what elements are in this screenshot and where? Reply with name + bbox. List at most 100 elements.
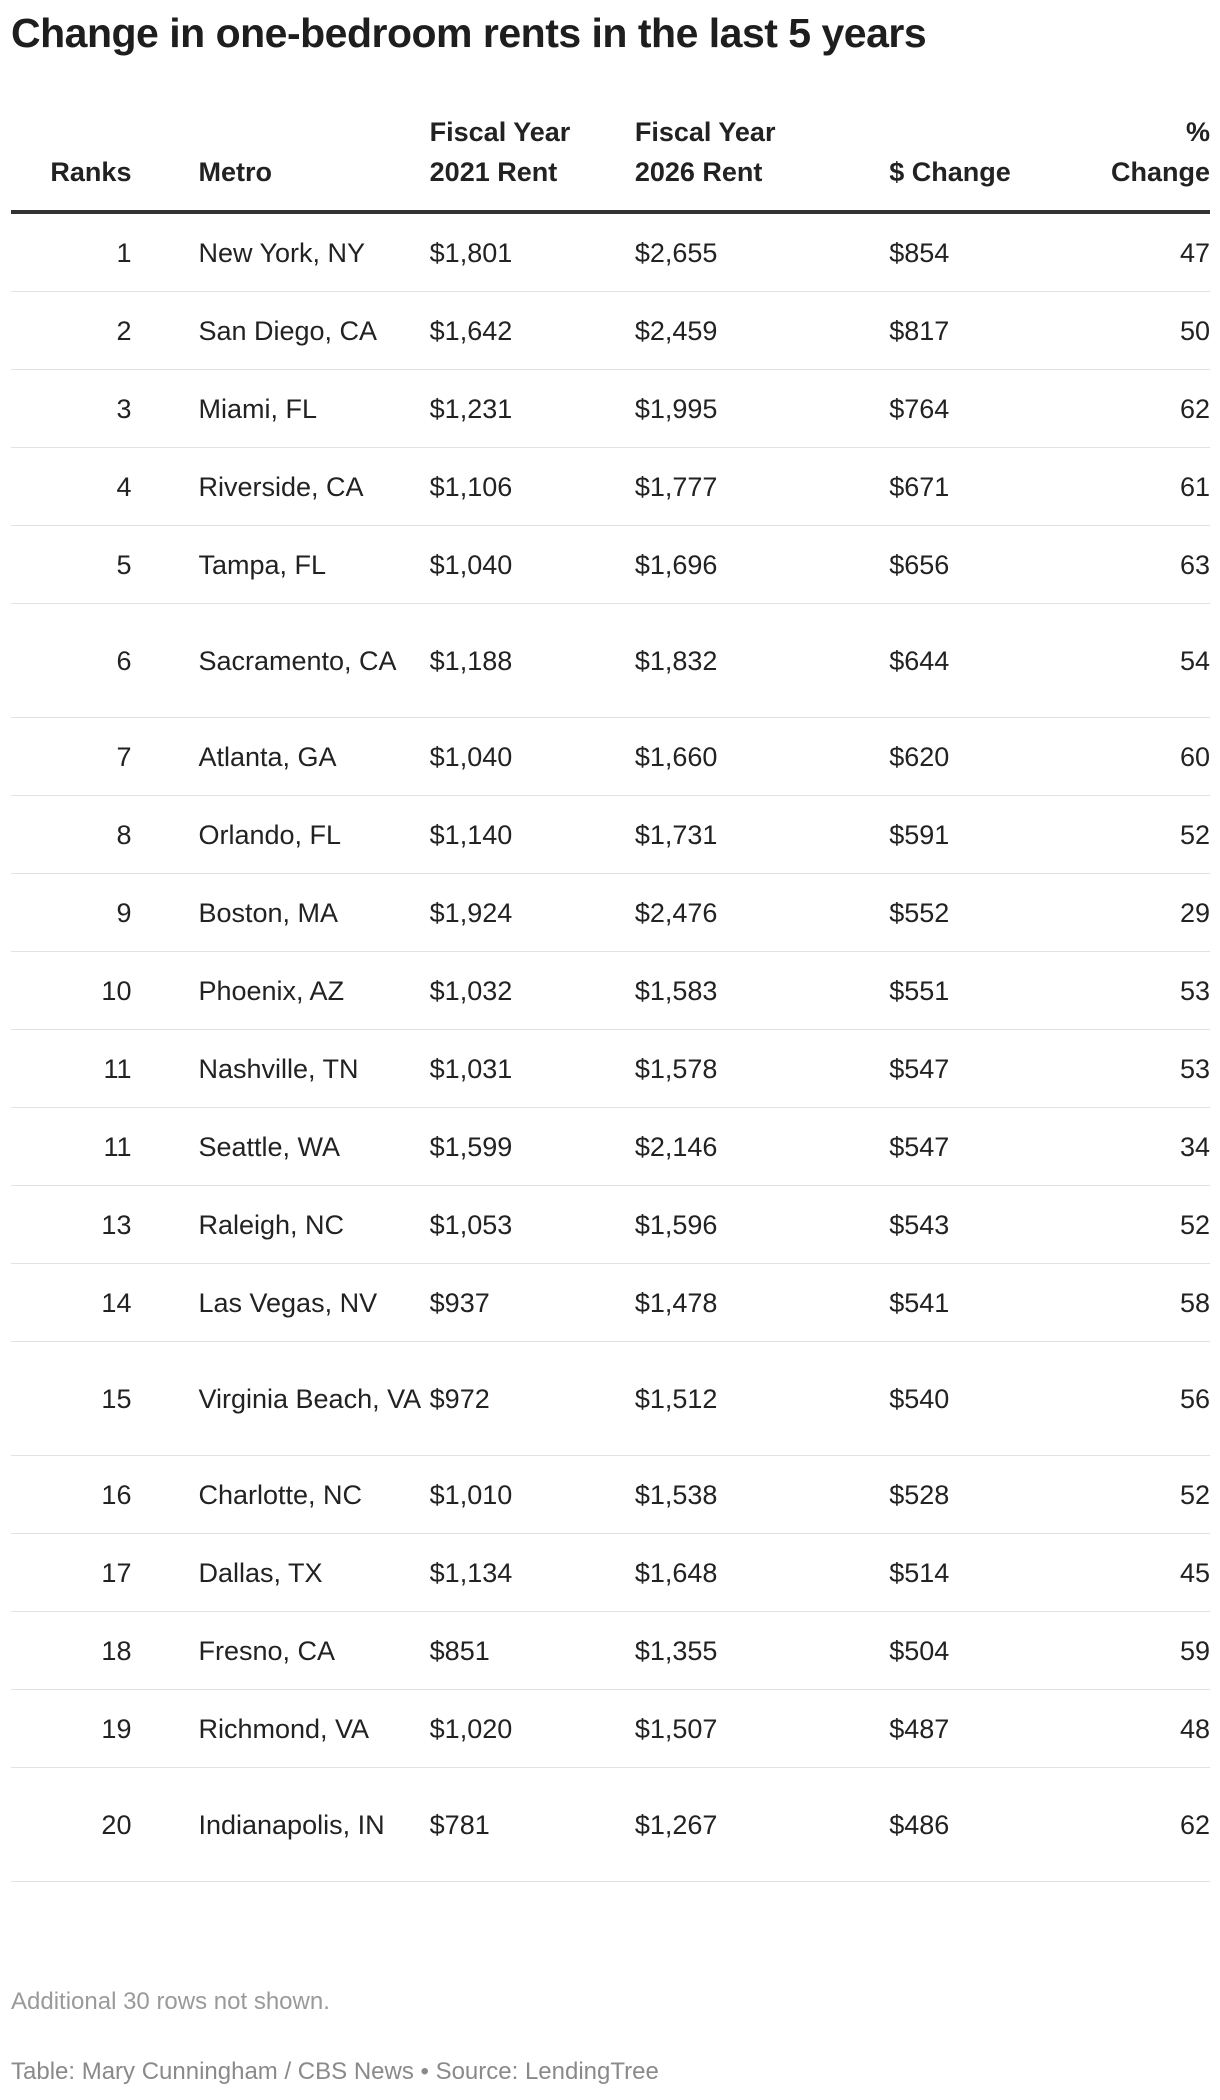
pct-change-cell: 54 — [1050, 603, 1210, 718]
rank-cell: 2 — [11, 291, 132, 370]
table-row: 2 San Diego, CA $1,642 $2,459 $817 50 — [11, 291, 1210, 370]
rank-cell: 16 — [11, 1455, 132, 1534]
pct-change-cell: 63 — [1050, 525, 1210, 604]
fy2026-cell: $2,146 — [634, 1107, 890, 1186]
rank-cell: 5 — [11, 525, 132, 604]
pct-change-cell: 58 — [1050, 1263, 1210, 1342]
table-row: 10 Phoenix, AZ $1,032 $1,583 $551 53 — [11, 951, 1210, 1030]
rank-cell: 17 — [11, 1533, 132, 1612]
dollar-change-cell: $764 — [889, 369, 1051, 448]
metro-cell: Virginia Beach, VA — [131, 1341, 430, 1456]
rows-hidden-note: Additional 30 rows not shown. — [11, 1988, 330, 2015]
table-row: 19 Richmond, VA $1,020 $1,507 $487 48 — [11, 1689, 1210, 1768]
table-row: 20 Indianapolis, IN $781 $1,267 $486 62 — [11, 1767, 1210, 1882]
rank-cell: 14 — [11, 1263, 132, 1342]
fy2021-cell: $1,801 — [429, 212, 635, 292]
fy2026-cell: $1,478 — [634, 1263, 890, 1342]
fy2021-cell: $1,031 — [429, 1029, 635, 1108]
fy2026-cell: $1,648 — [634, 1533, 890, 1612]
table-row: 6 Sacramento, CA $1,188 $1,832 $644 54 — [11, 603, 1210, 718]
table-row: 7 Atlanta, GA $1,040 $1,660 $620 60 — [11, 717, 1210, 796]
rank-cell: 18 — [11, 1611, 132, 1690]
dollar-change-cell: $547 — [889, 1029, 1051, 1108]
fy2026-cell: $1,507 — [634, 1689, 890, 1768]
metro-cell: San Diego, CA — [131, 291, 430, 370]
pct-change-cell: 52 — [1050, 795, 1210, 874]
fy2026-cell: $1,596 — [634, 1185, 890, 1264]
dollar-change-cell: $854 — [889, 212, 1051, 292]
fy2026-cell: $1,660 — [634, 717, 890, 796]
fy2026-cell: $1,731 — [634, 795, 890, 874]
dollar-change-cell: $656 — [889, 525, 1051, 604]
dollar-change-cell: $487 — [889, 1689, 1051, 1768]
metro-cell: Indianapolis, IN — [131, 1767, 430, 1882]
column-header-metro[interactable]: Metro — [131, 112, 430, 214]
column-header-fy2021[interactable]: Fiscal Year 2021 Rent — [429, 112, 635, 214]
column-header-fy2026[interactable]: Fiscal Year 2026 Rent — [634, 112, 890, 214]
table-row: 14 Las Vegas, NV $937 $1,478 $541 58 — [11, 1263, 1210, 1342]
dollar-change-cell: $514 — [889, 1533, 1051, 1612]
fy2026-cell: $1,355 — [634, 1611, 890, 1690]
column-header-dollar-change[interactable]: $ Change — [889, 112, 1051, 214]
column-header-ranks[interactable]: Ranks — [11, 112, 132, 214]
table-row: 9 Boston, MA $1,924 $2,476 $552 29 — [11, 873, 1210, 952]
fy2021-cell: $1,188 — [429, 603, 635, 718]
dollar-change-cell: $551 — [889, 951, 1051, 1030]
column-header-pct-change[interactable]: % Change — [1050, 112, 1210, 214]
rank-cell: 10 — [11, 951, 132, 1030]
rank-cell: 15 — [11, 1341, 132, 1456]
fy2026-cell: $2,655 — [634, 212, 890, 292]
pct-change-cell: 29 — [1050, 873, 1210, 952]
fy2021-cell: $1,642 — [429, 291, 635, 370]
fy2021-cell: $1,106 — [429, 447, 635, 526]
table-row: 13 Raleigh, NC $1,053 $1,596 $543 52 — [11, 1185, 1210, 1264]
pct-change-cell: 53 — [1050, 951, 1210, 1030]
dollar-change-cell: $504 — [889, 1611, 1051, 1690]
fy2026-cell: $1,832 — [634, 603, 890, 718]
fy2021-cell: $781 — [429, 1767, 635, 1882]
pct-change-cell: 47 — [1050, 212, 1210, 292]
fy2021-cell: $1,040 — [429, 525, 635, 604]
rank-cell: 8 — [11, 795, 132, 874]
fy2021-cell: $1,010 — [429, 1455, 635, 1534]
table-row: 15 Virginia Beach, VA $972 $1,512 $540 56 — [11, 1341, 1210, 1456]
fy2026-cell: $1,267 — [634, 1767, 890, 1882]
rent-table: Ranks Metro Fiscal Year 2021 Rent Fiscal… — [11, 112, 1210, 1882]
fy2026-cell: $1,777 — [634, 447, 890, 526]
metro-cell: Miami, FL — [131, 369, 430, 448]
fy2021-cell: $1,040 — [429, 717, 635, 796]
table-row: 4 Riverside, CA $1,106 $1,777 $671 61 — [11, 447, 1210, 526]
dollar-change-cell: $540 — [889, 1341, 1051, 1456]
rank-cell: 9 — [11, 873, 132, 952]
pct-change-cell: 56 — [1050, 1341, 1210, 1456]
fy2021-cell: $1,053 — [429, 1185, 635, 1264]
metro-cell: Sacramento, CA — [131, 603, 430, 718]
metro-cell: Raleigh, NC — [131, 1185, 430, 1264]
fy2026-cell: $2,459 — [634, 291, 890, 370]
table-row: 1 New York, NY $1,801 $2,655 $854 47 — [11, 212, 1210, 292]
pct-change-cell: 62 — [1050, 1767, 1210, 1882]
dollar-change-cell: $543 — [889, 1185, 1051, 1264]
fy2026-cell: $1,583 — [634, 951, 890, 1030]
dollar-change-cell: $644 — [889, 603, 1051, 718]
pct-change-cell: 48 — [1050, 1689, 1210, 1768]
metro-cell: Fresno, CA — [131, 1611, 430, 1690]
pct-change-cell: 60 — [1050, 717, 1210, 796]
fy2021-cell: $1,020 — [429, 1689, 635, 1768]
table-row: 8 Orlando, FL $1,140 $1,731 $591 52 — [11, 795, 1210, 874]
rank-cell: 3 — [11, 369, 132, 448]
pct-change-cell: 45 — [1050, 1533, 1210, 1612]
pct-change-cell: 62 — [1050, 369, 1210, 448]
metro-cell: Atlanta, GA — [131, 717, 430, 796]
table-row: 17 Dallas, TX $1,134 $1,648 $514 45 — [11, 1533, 1210, 1612]
metro-cell: Richmond, VA — [131, 1689, 430, 1768]
metro-cell: Dallas, TX — [131, 1533, 430, 1612]
pct-change-cell: 59 — [1050, 1611, 1210, 1690]
table-row: 11 Seattle, WA $1,599 $2,146 $547 34 — [11, 1107, 1210, 1186]
fy2021-cell: $1,140 — [429, 795, 635, 874]
metro-cell: Nashville, TN — [131, 1029, 430, 1108]
table-row: 18 Fresno, CA $851 $1,355 $504 59 — [11, 1611, 1210, 1690]
rank-cell: 11 — [11, 1107, 132, 1186]
table-row: 3 Miami, FL $1,231 $1,995 $764 62 — [11, 369, 1210, 448]
metro-cell: New York, NY — [131, 212, 430, 292]
